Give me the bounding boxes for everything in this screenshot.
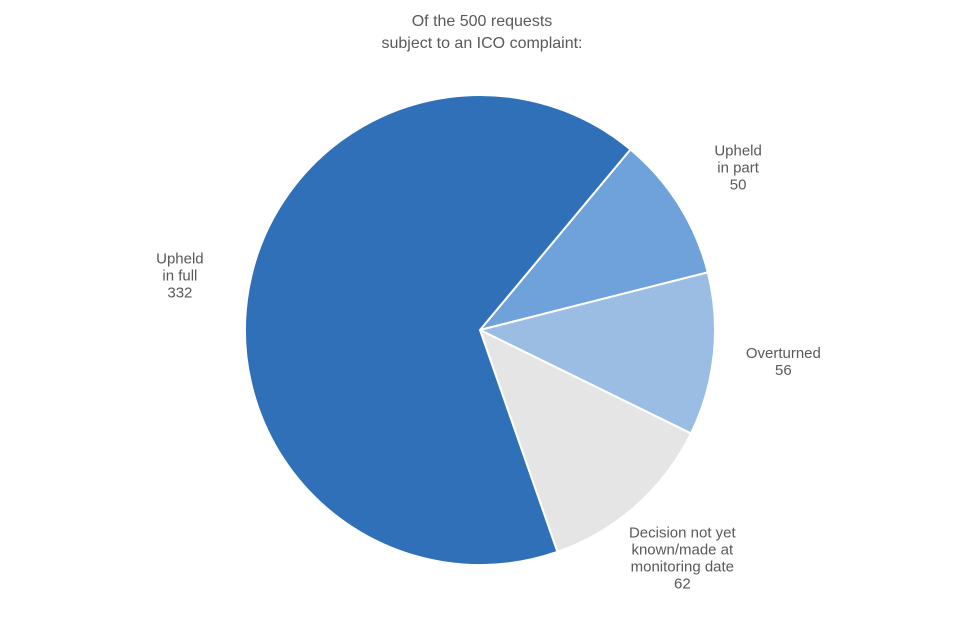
slice-label: Upheld in full <box>156 251 204 285</box>
slice-label: Upheld in part <box>714 142 762 176</box>
slice-label-line: Upheld <box>156 251 204 268</box>
pie-slice <box>244 94 632 566</box>
chart-title: Of the 500 requests <box>412 13 553 30</box>
chart-title: subject to an ICO complaint: <box>382 35 583 52</box>
slice-label: Decision not yet known/made at monitoring … <box>629 525 737 576</box>
slice-label-line: in part <box>717 159 760 176</box>
value-label: 50 <box>730 176 747 193</box>
slice-label-line: Overturned <box>746 345 821 362</box>
pie-slice <box>478 328 693 554</box>
pie-slice <box>477 148 710 332</box>
slice-label-line: Upheld <box>714 142 762 159</box>
slice-label: Overturned <box>746 345 821 362</box>
value-label: 56 <box>775 362 792 379</box>
slice-label-line: Decision not yet <box>629 525 737 542</box>
value-label: 332 <box>167 285 192 302</box>
slice-label-line: monitoring date <box>631 559 734 576</box>
slice-label-line: known/made at <box>631 542 734 559</box>
value-label: 62 <box>674 576 691 593</box>
pie-slice <box>477 271 716 435</box>
slice-label-line: in full <box>162 268 197 285</box>
